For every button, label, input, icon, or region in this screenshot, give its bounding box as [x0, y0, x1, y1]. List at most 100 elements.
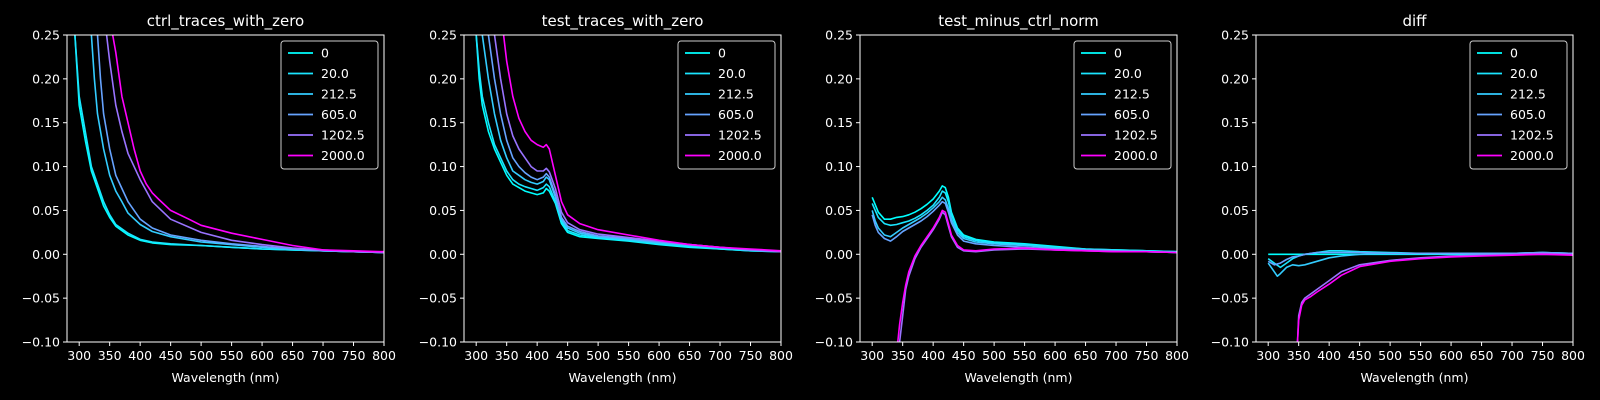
series-line-2000.0 — [897, 209, 1177, 342]
series-line-0 — [871, 185, 1177, 253]
y-tick-label: 0.20 — [1221, 71, 1249, 86]
series-line-1202.5 — [1296, 252, 1573, 342]
y-tick-label: 0.05 — [825, 203, 853, 218]
series-line-605.0 — [96, 35, 384, 254]
x-tick-label: 600 — [647, 348, 671, 363]
x-tick-label: 550 — [1013, 348, 1037, 363]
chart-panel-3: test_minus_ctrl_norm Wavelength (nm) 300 35… — [815, 12, 1189, 385]
y-tick-label: −0.10 — [419, 335, 457, 350]
x-tick-label: 800 — [1561, 348, 1585, 363]
x-tick-label: 450 — [159, 348, 183, 363]
y-tick-label: −0.05 — [419, 291, 457, 306]
legend-label: 2000.0 — [1114, 148, 1158, 163]
x-tick-label: 450 — [556, 348, 580, 363]
x-tick-label: 550 — [1409, 348, 1433, 363]
x-tick-label: 750 — [739, 348, 763, 363]
legend-label: 2000.0 — [1510, 148, 1554, 163]
y-tick-label: 0.10 — [429, 159, 457, 174]
x-tick-label: 300 — [860, 348, 884, 363]
legend-label: 20.0 — [718, 66, 746, 81]
series-line-20.0 — [74, 35, 384, 254]
x-tick-label: 500 — [189, 348, 213, 363]
chart-title: test_minus_ctrl_norm — [938, 12, 1099, 31]
y-tick-label: −0.05 — [815, 291, 853, 306]
x-tick-label: 800 — [769, 348, 793, 363]
x-tick-label: 500 — [1378, 348, 1402, 363]
x-tick-label: 700 — [311, 348, 335, 363]
x-tick-label: 400 — [1317, 348, 1341, 363]
chart-title: diff — [1402, 12, 1427, 30]
y-tick-label: −0.05 — [22, 291, 60, 306]
y-tick-label: −0.10 — [1211, 335, 1249, 350]
y-tick-label: 0.10 — [32, 159, 60, 174]
x-tick-label: 400 — [921, 348, 945, 363]
x-tick-label: 750 — [1531, 348, 1555, 363]
x-axis-label: Wavelength (nm) — [569, 370, 677, 385]
y-tick-label: 0.20 — [825, 71, 853, 86]
x-tick-label: 750 — [342, 348, 366, 363]
y-tick-label: 0.00 — [429, 247, 457, 262]
series-line-2000.0 — [502, 35, 781, 252]
x-tick-label: 650 — [678, 348, 702, 363]
plot-frame — [1255, 34, 1574, 343]
chart-title: ctrl_traces_with_zero — [147, 12, 304, 31]
y-tick-label: 0.10 — [825, 159, 853, 174]
x-axis-label: Wavelength (nm) — [172, 370, 280, 385]
y-tick-label: 0.05 — [32, 203, 60, 218]
legend-label: 212.5 — [718, 87, 754, 102]
y-tick-label: 0.15 — [429, 115, 457, 130]
x-tick-label: 350 — [891, 348, 915, 363]
plot-frame — [463, 34, 782, 343]
x-tick-label: 750 — [1135, 348, 1159, 363]
x-tick-label: 700 — [708, 348, 732, 363]
y-tick-label: 0.05 — [429, 203, 457, 218]
series-line-20.0 — [871, 190, 1177, 253]
x-tick-label: 300 — [1256, 348, 1280, 363]
x-tick-label: 600 — [1043, 348, 1067, 363]
y-tick-label: 0.00 — [1221, 247, 1249, 262]
legend: 0 20.0 212.5 605.0 1202.5 2000.0 — [1073, 40, 1172, 170]
legend-label: 2000.0 — [321, 148, 365, 163]
series-line-212.5 — [1267, 251, 1573, 278]
legend-label: 2000.0 — [718, 148, 762, 163]
legend-label: 212.5 — [1114, 87, 1150, 102]
series-line-212.5 — [481, 35, 781, 253]
legend: 0 20.0 212.5 605.0 1202.5 2000.0 — [280, 40, 379, 170]
y-tick-label: 0.15 — [1221, 115, 1249, 130]
legend-label: 605.0 — [718, 107, 754, 122]
y-tick-label: 0.00 — [825, 247, 853, 262]
x-tick-label: 650 — [1470, 348, 1494, 363]
y-tick-label: 0.10 — [1221, 159, 1249, 174]
plot-frame — [66, 34, 385, 343]
y-tick-label: 0.20 — [32, 71, 60, 86]
series-line-212.5 — [871, 196, 1177, 254]
legend-label: 0 — [1114, 46, 1122, 61]
x-tick-label: 400 — [128, 348, 152, 363]
x-tick-label: 300 — [464, 348, 488, 363]
x-tick-label: 350 — [1287, 348, 1311, 363]
x-tick-label: 450 — [1348, 348, 1372, 363]
x-tick-label: 300 — [67, 348, 91, 363]
x-tick-label: 350 — [495, 348, 519, 363]
y-tick-label: 0.05 — [1221, 203, 1249, 218]
x-axis-label: Wavelength (nm) — [965, 370, 1073, 385]
legend-label: 605.0 — [1510, 107, 1546, 122]
legend-label: 0 — [321, 46, 329, 61]
chart-panel-4: diff Wavelength (nm) 300 350 400 450 500 550 600… — [1211, 12, 1585, 385]
plot-frame — [859, 34, 1178, 343]
y-tick-label: −0.10 — [22, 335, 60, 350]
legend-label: 20.0 — [1510, 66, 1538, 81]
x-tick-label: 700 — [1500, 348, 1524, 363]
chart-title: test_traces_with_zero — [542, 12, 704, 31]
y-tick-label: −0.05 — [1211, 291, 1249, 306]
legend-label: 605.0 — [1114, 107, 1150, 122]
series-line-1202.5 — [898, 211, 1177, 342]
y-tick-label: 0.15 — [825, 115, 853, 130]
x-tick-label: 650 — [281, 348, 305, 363]
y-tick-label: 0.00 — [32, 247, 60, 262]
legend-label: 1202.5 — [718, 128, 762, 143]
legend-label: 1202.5 — [1510, 128, 1554, 143]
series-line-20.0 — [475, 35, 781, 253]
y-tick-label: 0.25 — [825, 28, 853, 43]
